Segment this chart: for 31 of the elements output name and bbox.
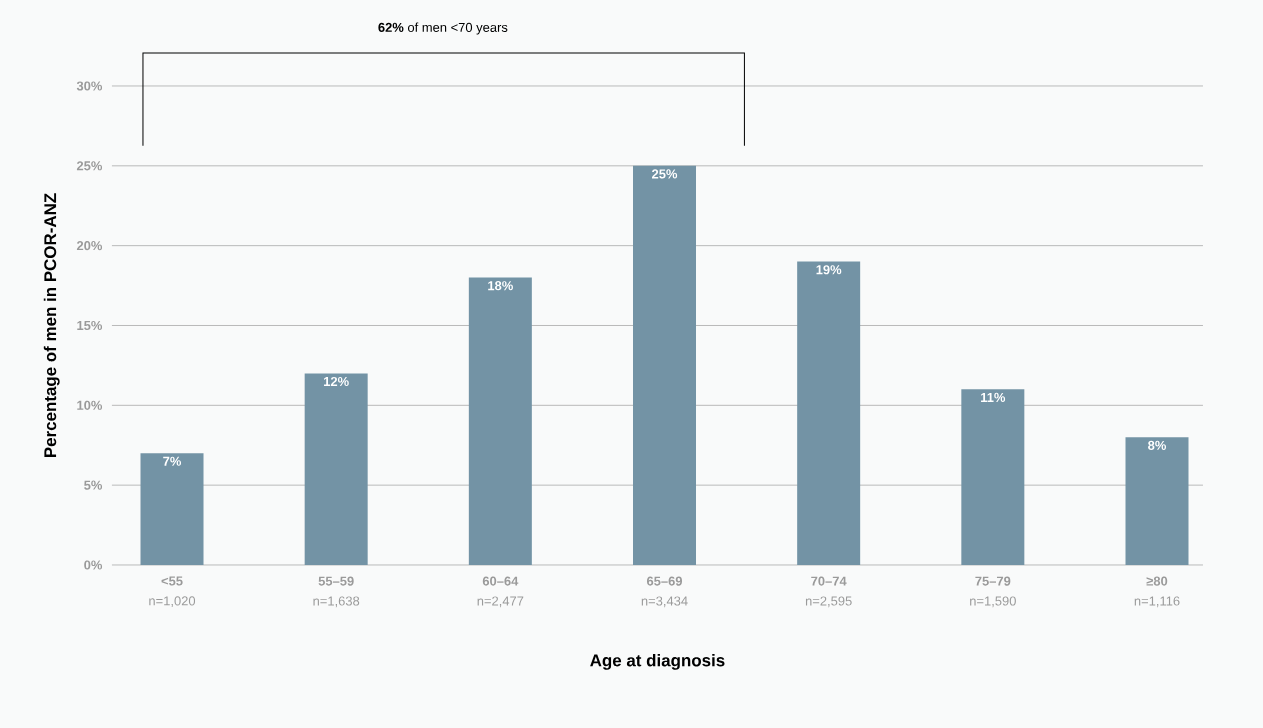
y-tick-label: 20% — [76, 241, 103, 251]
bar — [961, 389, 1025, 565]
bar — [633, 165, 696, 565]
y-tick-label: 30% — [76, 81, 103, 91]
bar — [1125, 437, 1189, 565]
x-tick-label: <55 n=1,020 — [149, 576, 196, 607]
bar — [140, 453, 204, 565]
bar — [304, 373, 368, 565]
x-tick-label: 60–64 n=2,477 — [477, 576, 524, 608]
bar — [797, 261, 861, 565]
data-label: 8% — [1148, 440, 1167, 450]
y-axis-title: Percentage of men in PCOR-ANZ — [43, 193, 60, 458]
y-tick-label: 5% — [84, 480, 103, 490]
x-tick-label: 70–74 n=2,595 — [805, 576, 852, 608]
x-tick-label: 65–69 n=3,434 — [641, 576, 688, 608]
y-tick-label: 10% — [77, 400, 103, 410]
x-axis-title: Age at diagnosis — [590, 653, 725, 670]
x-tick-label: ≥80 n=1,116 — [1134, 576, 1180, 608]
y-tick-label: 0% — [84, 560, 103, 570]
bar — [468, 277, 532, 565]
x-tick-label: 75–79 n=1,590 — [970, 576, 1016, 608]
y-tick-label: 25% — [76, 161, 103, 171]
data-label: 7% — [163, 456, 182, 466]
data-label: 19% — [816, 265, 842, 275]
data-label: 11% — [981, 392, 1006, 402]
text: 62% of men <70 years — [378, 22, 508, 35]
data-label: 12% — [324, 376, 349, 387]
data-label: 25% — [652, 169, 678, 179]
y-tick-label: 15% — [77, 320, 103, 331]
x-tick-label: 55–59 n=1,638 — [313, 576, 360, 608]
data-label: 18% — [488, 281, 513, 291]
